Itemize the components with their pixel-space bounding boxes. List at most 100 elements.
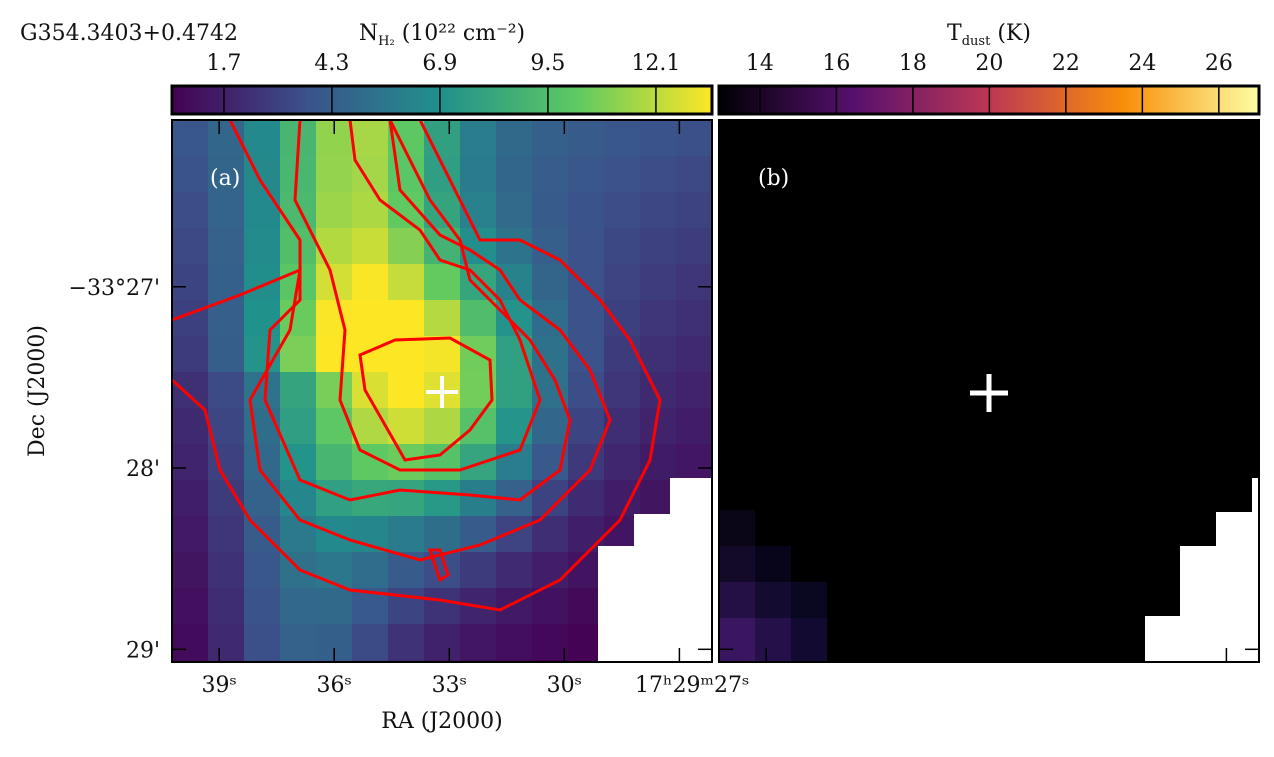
colorbar-tick-label: 20	[975, 51, 1003, 76]
map-cell	[604, 264, 641, 301]
map-cell	[532, 120, 569, 157]
map-cell	[172, 264, 209, 301]
map-cell	[280, 480, 317, 517]
map-cell	[280, 408, 317, 445]
map-cell	[460, 156, 497, 193]
map-cell	[172, 336, 209, 373]
map-cell	[208, 192, 245, 229]
map-cell	[791, 582, 827, 618]
map-cell	[208, 624, 245, 661]
map-cell	[172, 516, 209, 553]
map-cell	[460, 516, 497, 553]
map-cell	[496, 660, 533, 662]
map-cell	[388, 372, 425, 409]
map-cell	[352, 660, 389, 662]
map-cell	[352, 336, 389, 373]
map-cell	[352, 264, 389, 301]
map-cell	[280, 624, 317, 661]
map-cell	[719, 510, 755, 546]
map-cell	[244, 192, 281, 229]
map-cell	[755, 618, 791, 662]
map-cell	[208, 480, 245, 517]
map-cell	[604, 444, 641, 481]
map-cell	[388, 264, 425, 301]
map-cell	[496, 120, 533, 157]
map-cell	[496, 336, 533, 373]
map-cell	[280, 300, 317, 337]
map-cell	[791, 618, 827, 662]
map-cell	[172, 444, 209, 481]
map-cell	[388, 156, 425, 193]
map-cell	[424, 408, 461, 445]
map-cell	[172, 120, 209, 157]
colorbar-tick-label: 16	[822, 51, 850, 76]
cb-symbol: N	[359, 21, 378, 46]
map-cell	[532, 300, 569, 337]
map-a	[172, 120, 712, 662]
colorbar-tick-label: 1.7	[206, 51, 241, 76]
colorbar-label: Tdust (K)	[947, 21, 1031, 49]
map-cell	[604, 192, 641, 229]
map-cell	[208, 408, 245, 445]
map-cell	[208, 156, 245, 193]
map-cell	[352, 192, 389, 229]
map-cell	[352, 624, 389, 661]
map-cell	[316, 444, 353, 481]
map-cell	[316, 300, 353, 337]
map-cell	[755, 582, 791, 618]
map-cell	[388, 336, 425, 373]
map-cell	[172, 552, 209, 589]
map-cell	[568, 192, 605, 229]
map-cell	[604, 156, 641, 193]
x-tick-label: 36ˢ	[317, 673, 352, 698]
map-cell	[280, 192, 317, 229]
map-cell	[676, 444, 712, 481]
map-cell	[640, 192, 677, 229]
map-cell	[424, 480, 461, 517]
map-cell	[244, 228, 281, 265]
map-cell	[424, 624, 461, 661]
colorbar-tick-label: 6.9	[422, 51, 457, 76]
map-cell	[388, 624, 425, 661]
map-cell	[496, 264, 533, 301]
map-cell	[244, 120, 281, 157]
map-cell	[755, 546, 791, 582]
map-cell	[388, 228, 425, 265]
map-cell	[172, 372, 209, 409]
map-cell	[676, 336, 712, 373]
map-cell	[719, 546, 755, 582]
map-cell	[568, 228, 605, 265]
map-cell	[244, 624, 281, 661]
map-cell	[316, 228, 353, 265]
map-cell	[496, 156, 533, 193]
map-cell	[208, 588, 245, 625]
map-cell	[316, 372, 353, 409]
map-cell	[316, 336, 353, 373]
map-cell	[568, 120, 605, 157]
map-cell	[316, 408, 353, 445]
map-cell	[388, 516, 425, 553]
colorbar-tick-label: 4.3	[314, 51, 349, 76]
colorbar-label: NH₂ (10²² cm⁻²)	[359, 21, 525, 49]
map-cell	[244, 480, 281, 517]
map-cell	[208, 516, 245, 553]
map-cell	[424, 300, 461, 337]
cb-unit: (10²² cm⁻²)	[395, 21, 525, 46]
map-cell	[604, 480, 641, 517]
map-cell	[640, 264, 677, 301]
map-cell	[352, 120, 389, 157]
map-cell	[172, 192, 209, 229]
map-cell	[568, 264, 605, 301]
map-cell	[172, 624, 209, 661]
map-cell	[244, 588, 281, 625]
map-cell	[496, 192, 533, 229]
blank-region	[1145, 478, 1259, 662]
map-cell	[172, 156, 209, 193]
panel-label: (b)	[758, 166, 789, 191]
peak-marker	[970, 374, 1008, 412]
map-cell	[568, 408, 605, 445]
map-cell	[388, 300, 425, 337]
map-cell	[640, 156, 677, 193]
map-cell	[316, 588, 353, 625]
map-cell	[460, 624, 497, 661]
